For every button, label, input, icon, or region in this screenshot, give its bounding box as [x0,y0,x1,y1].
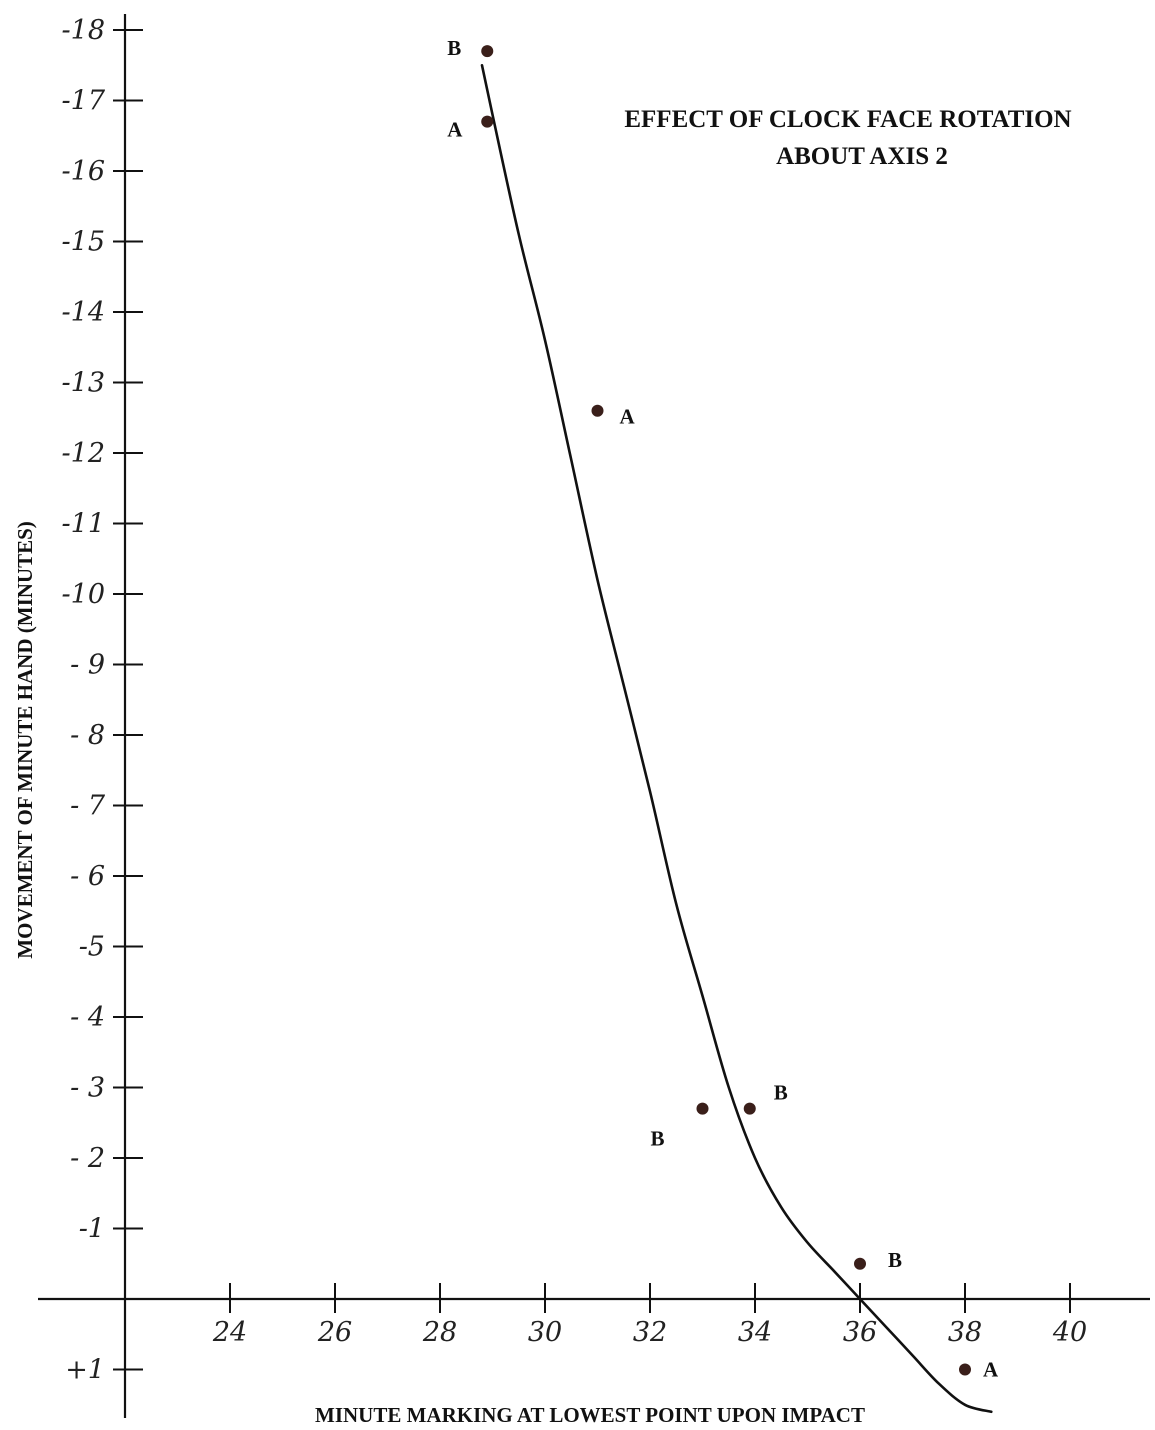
data-point [959,1363,971,1376]
x-tick-label: 36 [843,1317,877,1348]
x-tick-label: 26 [317,1317,352,1348]
chart-title: EFFECT OF CLOCK FACE ROTATION [624,106,1071,133]
x-tick-label: 34 [738,1317,772,1348]
y-tick-label: - 6 [70,861,105,892]
data-point [743,1102,756,1115]
y-tick-label: - 4 [70,1002,105,1033]
y-tick-label: -17 [62,86,106,117]
y-tick-label: -12 [62,438,105,469]
x-tick-label: 30 [528,1317,562,1348]
y-tick-label: -15 [62,227,105,258]
point-label: B [651,1127,665,1151]
x-tick-label: 32 [633,1317,667,1348]
y-tick-label: - 9 [70,650,105,681]
y-tick-label: - 3 [70,1073,105,1104]
x-tick-label: 28 [422,1317,457,1348]
point-label: B [888,1248,902,1272]
x-tick-label: 24 [212,1317,247,1348]
x-axis-label: MINUTE MARKING AT LOWEST POINT UPON IMPA… [315,1403,865,1427]
y-tick-label: - 8 [70,720,105,751]
data-points: B A A B B B A [447,36,999,1381]
chart-subtitle: ABOUT AXIS 2 [776,143,948,170]
y-tick-label: -1 [79,1214,105,1245]
data-point [854,1257,866,1270]
x-tick-label: 40 [1052,1317,1087,1348]
point-label: B [774,1081,788,1105]
y-tick-label: -16 [62,156,105,187]
y-axis-label: MOVEMENT OF MINUTE HAND (MINUTES) [13,521,37,959]
data-point [591,404,604,417]
data-point [481,115,494,128]
y-tick-label: -10 [62,579,105,610]
y-tick-label: - 7 [70,791,106,822]
y-tick-label: -11 [62,509,105,540]
y-tick-label: -5 [79,932,105,963]
axis-ticks: 24 26 28 30 32 34 36 38 40 -18 -17 -16 -15 -14 -13 -12 -… [62,15,1088,1386]
y-tick-label: - 2 [70,1143,105,1174]
point-label: A [620,405,636,429]
point-label: A [983,1358,999,1382]
fitted-curve [480,64,993,1414]
y-tick-label: -13 [62,368,105,399]
y-tick-label: +1 [65,1355,105,1386]
data-point [696,1102,709,1115]
data-point [481,45,494,58]
y-tick-label: -18 [62,15,105,46]
x-tick-label: 38 [948,1317,982,1348]
point-label: B [447,36,461,60]
y-tick-label: -14 [62,297,105,328]
point-label: A [447,118,463,142]
